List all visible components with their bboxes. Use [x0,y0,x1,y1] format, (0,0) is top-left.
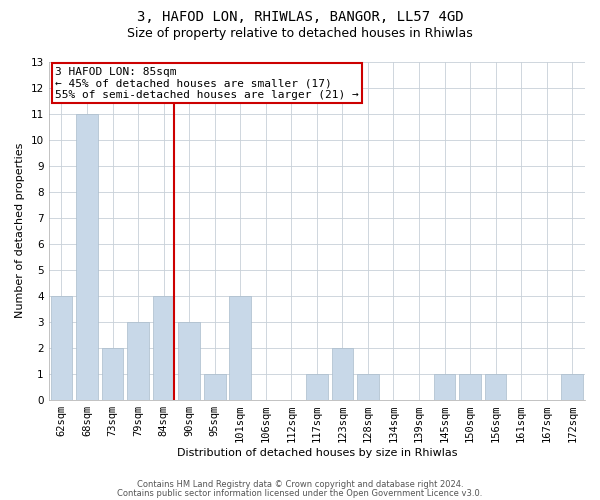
Text: Contains HM Land Registry data © Crown copyright and database right 2024.: Contains HM Land Registry data © Crown c… [137,480,463,489]
Text: 3 HAFOD LON: 85sqm
← 45% of detached houses are smaller (17)
55% of semi-detache: 3 HAFOD LON: 85sqm ← 45% of detached hou… [55,66,359,100]
Bar [229,296,251,400]
Bar [127,322,149,400]
Bar [434,374,455,400]
Bar [178,322,200,400]
Bar [485,374,506,400]
Y-axis label: Number of detached properties: Number of detached properties [15,143,25,318]
Bar [204,374,226,400]
Bar [50,296,72,400]
Text: Contains public sector information licensed under the Open Government Licence v3: Contains public sector information licen… [118,488,482,498]
Bar [459,374,481,400]
Bar [153,296,175,400]
Bar [76,114,98,400]
X-axis label: Distribution of detached houses by size in Rhiwlas: Distribution of detached houses by size … [176,448,457,458]
Bar [332,348,353,400]
Text: 3, HAFOD LON, RHIWLAS, BANGOR, LL57 4GD: 3, HAFOD LON, RHIWLAS, BANGOR, LL57 4GD [137,10,463,24]
Bar [562,374,583,400]
Bar [357,374,379,400]
Text: Size of property relative to detached houses in Rhiwlas: Size of property relative to detached ho… [127,28,473,40]
Bar [306,374,328,400]
Bar [101,348,124,400]
